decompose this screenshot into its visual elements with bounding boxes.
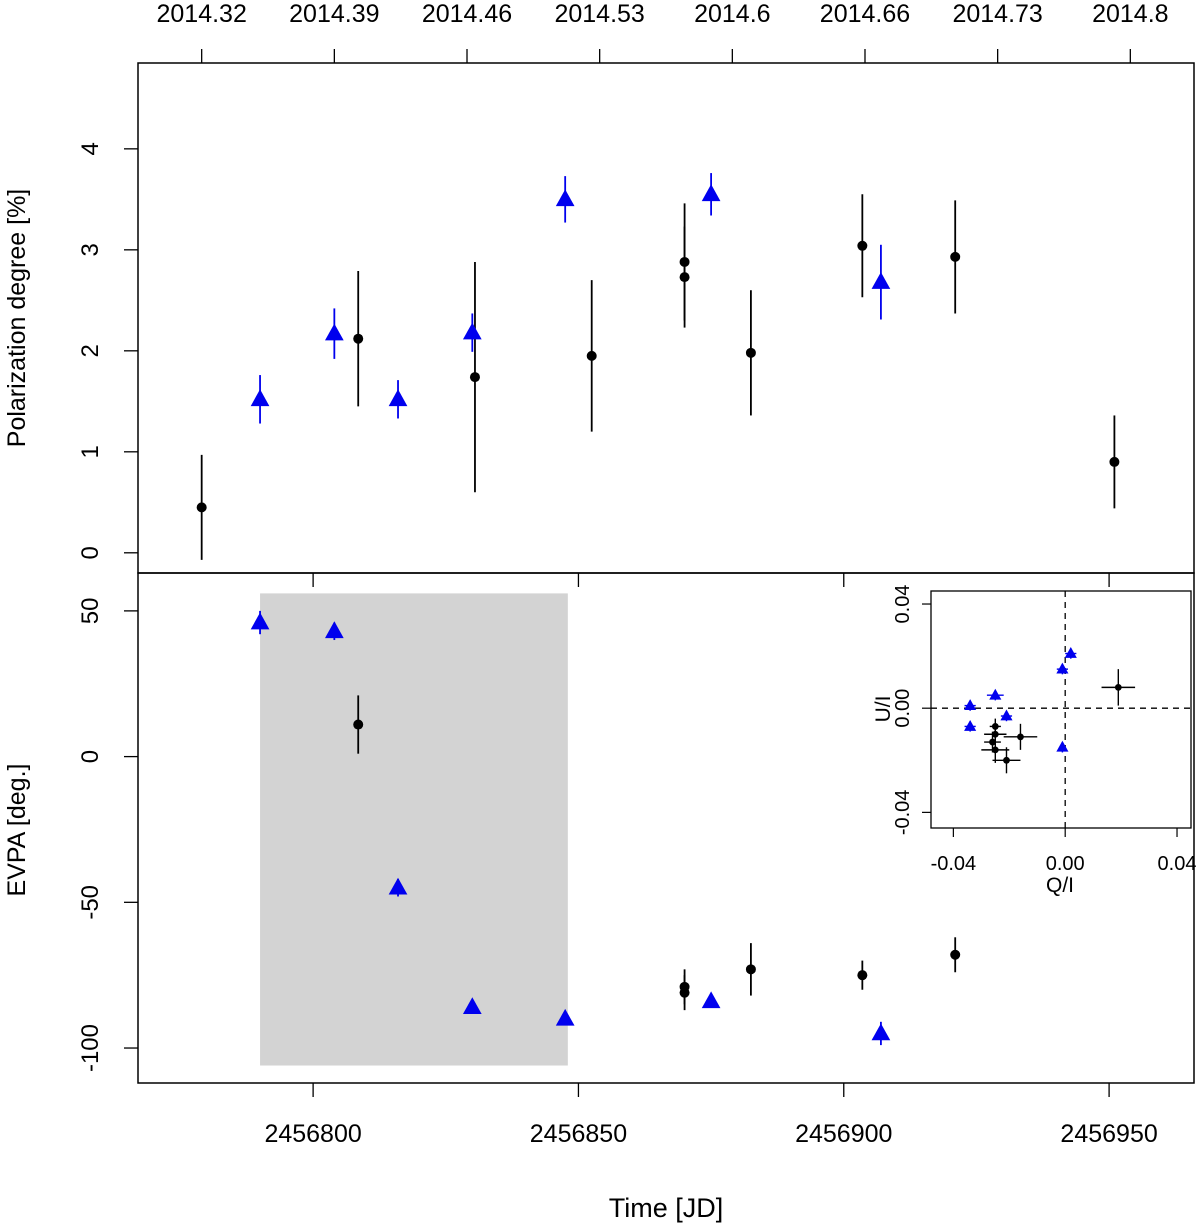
bottom-y-tick-label: -100 (77, 1024, 104, 1072)
blue-triangle-point (1000, 709, 1013, 721)
black-point (353, 719, 364, 730)
blue-triangle-point (555, 189, 575, 207)
blue-triangle-point (462, 322, 482, 340)
black-point (586, 350, 597, 361)
black-point (745, 964, 756, 975)
black-point (950, 251, 961, 262)
bottom-y-axis-label: EVPA [deg.] (3, 764, 31, 897)
blue-triangle-point (701, 991, 721, 1009)
black-point (679, 987, 690, 998)
inset-y-axis-label: U/I (872, 696, 895, 723)
bottom-y-tick-label: -50 (77, 885, 104, 920)
top-y-tick-label: 1 (77, 445, 104, 458)
blue-triangle-point (388, 389, 408, 407)
blue-triangle-point (1064, 647, 1077, 658)
black-point (857, 970, 868, 981)
polarization-degree-panel: 0 1 2 3 4 2014.32 2014.39 2014.46 2014.53 2014.6 2… (77, 0, 1195, 574)
shaded-region (260, 593, 568, 1066)
top-x-tick-label: 2014.6 (694, 0, 770, 28)
blue-triangle-point (871, 272, 891, 289)
blue-triangle-point (250, 612, 270, 630)
blue-triangle-point (1056, 662, 1069, 674)
top-x-tick-label: 2014.46 (422, 0, 512, 28)
top-panel-frame (137, 62, 1195, 574)
blue-triangle-point (324, 621, 344, 639)
bottom-x-tick-label: 2456800 (264, 1120, 361, 1148)
inset-y-tick-label: -0.04 (892, 790, 914, 836)
bottom-panel-frame (137, 572, 1195, 1084)
top-x-tick-label: 2014.66 (820, 0, 910, 28)
blue-triangle-point (964, 719, 977, 731)
inset-x-tick-label: -0.04 (931, 853, 977, 875)
black-point (1017, 733, 1024, 741)
blue-triangle-point (964, 699, 977, 710)
black-point (1003, 756, 1010, 764)
qu-plane-inset: -0.04 0.00 0.04 -0.04 0.00 0.04 (892, 585, 1196, 875)
bottom-x-tick-label: 2456850 (530, 1120, 627, 1148)
black-point (1109, 456, 1120, 467)
blue-triangle-point (462, 997, 482, 1015)
top-y-tick-label: 3 (77, 243, 104, 256)
black-point (1114, 683, 1122, 691)
bottom-y-tick-label: 0 (77, 750, 104, 763)
black-point (353, 333, 364, 344)
blue-triangle-point (555, 1008, 575, 1026)
top-y-tick-label: 0 (77, 546, 104, 559)
inset-x-tick-label: 0.00 (1046, 853, 1085, 875)
top-x-tick-label: 2014.39 (289, 0, 379, 28)
bottom-y-tick-label: 50 (77, 598, 104, 625)
top-y-axis-label: Polarization degree [%] (3, 189, 31, 447)
inset-x-tick-label: 0.04 (1158, 853, 1197, 875)
blue-triangle-point (1056, 740, 1069, 752)
black-point (950, 949, 961, 960)
evpa-panel: -100 -50 0 50 2456800 2456850 2456900 2456950 (77, 572, 1195, 1148)
top-x-tick-label: 2014.8 (1092, 0, 1168, 28)
top-x-tick-label: 2014.32 (156, 0, 246, 28)
black-point (857, 240, 868, 251)
x-axis-label: Time [JD] (609, 1193, 724, 1223)
black-point (679, 272, 690, 283)
top-x-tick-label: 2014.53 (554, 0, 644, 28)
blue-triangle-point (250, 389, 270, 407)
top-y-tick-label: 2 (77, 344, 104, 357)
top-x-tick-label: 2014.73 (952, 0, 1042, 28)
black-point (469, 372, 480, 383)
black-point (745, 347, 756, 358)
black-point (991, 746, 999, 754)
blue-triangle-point (388, 877, 408, 895)
blue-triangle-point (324, 323, 344, 341)
black-point (196, 502, 207, 513)
black-point (989, 738, 996, 746)
top-y-tick-label: 4 (77, 142, 104, 155)
inset-y-tick-label: 0.04 (892, 585, 914, 624)
inset-x-axis-label: Q/I (1046, 874, 1074, 897)
bottom-x-tick-label: 2456950 (1060, 1120, 1157, 1148)
black-point (991, 730, 999, 738)
blue-triangle-point (871, 1023, 891, 1041)
inset-y-tick-label: 0.00 (892, 689, 914, 728)
blue-triangle-point (701, 184, 721, 202)
bottom-x-tick-label: 2456900 (795, 1120, 892, 1148)
blue-triangle-point (989, 688, 1002, 700)
